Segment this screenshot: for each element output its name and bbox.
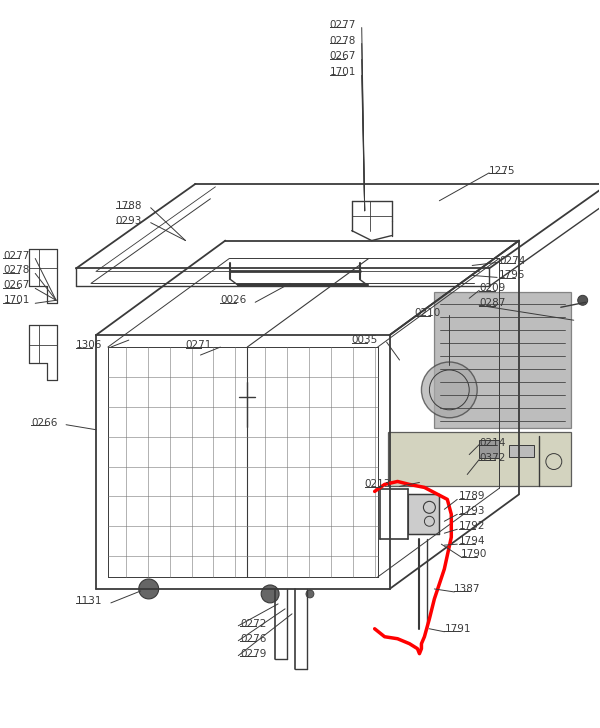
Bar [407, 494, 439, 534]
Text: 1701: 1701 [4, 296, 30, 305]
Text: 0277: 0277 [4, 250, 30, 261]
Text: 0277: 0277 [330, 20, 356, 30]
Text: 1791: 1791 [445, 624, 471, 634]
Text: 1790: 1790 [461, 549, 488, 559]
Text: 0266: 0266 [31, 418, 58, 428]
Text: 0267: 0267 [330, 52, 356, 61]
Text: 1794: 1794 [459, 537, 486, 546]
Bar [434, 293, 571, 428]
Text: 1131: 1131 [76, 596, 103, 606]
Circle shape [578, 296, 587, 305]
Text: 0267: 0267 [4, 280, 30, 290]
Text: 0274: 0274 [499, 256, 526, 266]
Text: 1387: 1387 [454, 584, 481, 594]
Text: 1789: 1789 [459, 491, 486, 502]
Text: 1701: 1701 [330, 68, 356, 77]
Text: 0276: 0276 [240, 634, 266, 644]
Text: 0293: 0293 [116, 215, 142, 226]
Text: 0372: 0372 [479, 453, 506, 462]
Bar [479, 440, 499, 458]
Bar [509, 445, 534, 456]
Text: 0287: 0287 [479, 298, 506, 308]
Text: 0278: 0278 [330, 36, 356, 46]
Text: 0272: 0272 [240, 619, 266, 629]
Text: 0035: 0035 [352, 335, 378, 345]
Text: 0214: 0214 [479, 438, 506, 448]
Text: 1795: 1795 [499, 270, 526, 280]
Text: 1792: 1792 [459, 521, 486, 531]
Text: 1275: 1275 [489, 166, 515, 176]
Text: 0278: 0278 [4, 266, 30, 275]
Circle shape [306, 590, 314, 598]
Bar [388, 432, 571, 486]
Text: 0210: 0210 [415, 308, 441, 318]
Circle shape [421, 362, 477, 418]
Text: 0271: 0271 [185, 340, 212, 350]
Circle shape [261, 585, 279, 603]
Text: 1788: 1788 [116, 201, 142, 211]
Text: 1793: 1793 [459, 507, 486, 516]
Text: 0209: 0209 [479, 283, 505, 293]
Text: 1306: 1306 [76, 340, 103, 350]
Text: 0279: 0279 [240, 649, 266, 659]
Text: 0213: 0213 [365, 480, 391, 489]
Circle shape [139, 579, 158, 599]
Text: 0026: 0026 [220, 296, 247, 305]
